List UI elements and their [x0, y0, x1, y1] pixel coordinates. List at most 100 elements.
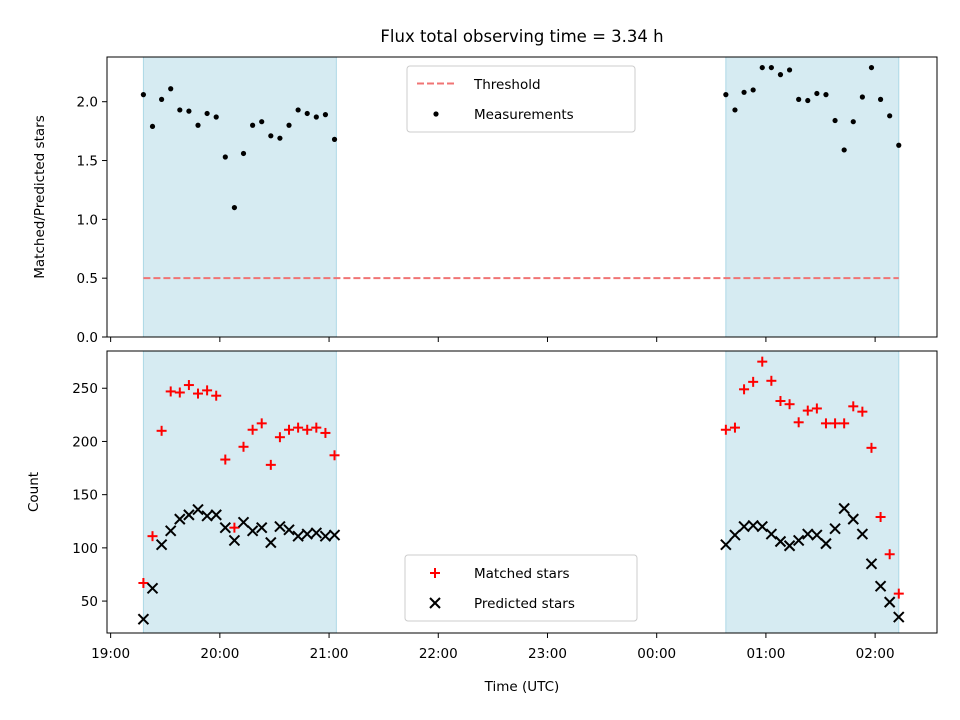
predicted-star-point [319, 530, 332, 542]
predicted-star-point [292, 530, 304, 542]
predicted-star-point [137, 613, 150, 625]
matched-star-point [775, 396, 786, 407]
measurement-point [304, 110, 310, 117]
measurement-point [177, 107, 183, 113]
measurement-point [850, 119, 856, 125]
predicted-star-point [883, 596, 896, 608]
predicted-star-point [164, 525, 177, 537]
bottom-shaded-intervals [142, 350, 900, 634]
matched-star-point [811, 403, 822, 414]
predicted-star-point [756, 520, 768, 533]
top-x-axis [110, 337, 876, 342]
measurement-point [841, 147, 847, 153]
y-tick-label: 150 [72, 488, 98, 504]
measurement-point [259, 119, 265, 125]
measurement-point [786, 67, 793, 73]
matched-star-point [757, 356, 768, 367]
measurement-point [149, 123, 156, 130]
matched-star-point [893, 588, 904, 599]
y-tick-label: 250 [72, 381, 98, 397]
top-panel: 0.00.51.01.52.0 Matched/Predicted stars … [32, 56, 938, 346]
measurements-legend-label: Measurements [474, 107, 574, 123]
measurement-point [896, 142, 902, 148]
matched-star-point [293, 422, 304, 433]
matched-star-point [247, 424, 258, 435]
observing-interval-band [725, 56, 900, 338]
measurement-point [805, 97, 811, 104]
predicted-star-point [838, 502, 850, 515]
matched-star-point [284, 424, 295, 435]
predicted-legend-label: Predicted stars [474, 596, 575, 612]
predicted-star-point [802, 528, 814, 540]
matched-star-point [729, 422, 740, 433]
matched-star-point [329, 450, 340, 461]
matched-star-point [211, 390, 222, 401]
predicted-star-point [265, 536, 277, 549]
predicted-star-point [783, 540, 796, 552]
matched-star-point [138, 577, 149, 588]
predicted-star-point [774, 535, 787, 548]
predicted-star-point [219, 521, 232, 534]
top-legend-box [406, 65, 636, 133]
matched-star-point [238, 441, 249, 452]
predicted-star-point [747, 519, 759, 532]
measurement-point [195, 122, 201, 128]
top-shaded-intervals [142, 56, 900, 338]
observing-interval-band [142, 350, 337, 634]
threshold-legend-label: Threshold [473, 77, 541, 93]
predicted-star-point [328, 529, 341, 541]
chart-title: Flux total observing time = 3.34 h [380, 27, 663, 46]
measurement-point [186, 108, 192, 114]
measurement-point [768, 64, 774, 71]
measurements-series [140, 64, 902, 211]
y-tick-label: 1.5 [77, 154, 98, 170]
predicted-star-point [283, 524, 295, 536]
predicted-star-point [146, 582, 159, 595]
matched-star-point [848, 401, 859, 412]
measurement-point [159, 96, 165, 102]
matched-star-point [820, 418, 831, 429]
x-tick-label: 19:00 [91, 646, 130, 662]
predicted-star-point [893, 611, 905, 623]
measurement-point [250, 122, 256, 128]
predicted-star-point [829, 523, 841, 535]
matched-stars-series [138, 356, 904, 599]
measurement-point [277, 135, 283, 141]
measurement-point [168, 86, 174, 92]
predicted-star-point [720, 538, 732, 551]
measurement-point [268, 133, 274, 139]
predicted-star-point [310, 527, 323, 539]
predicted-star-point [765, 528, 778, 540]
measurement-point [732, 107, 738, 113]
measurement-point [322, 112, 329, 118]
matched-star-point [193, 388, 204, 399]
predicted-star-point [874, 580, 887, 592]
predicted-star-point [792, 534, 805, 547]
y-tick-label: 100 [72, 541, 98, 557]
observing-interval-band [725, 350, 900, 634]
measurement-point [286, 122, 292, 128]
measurement-point [204, 110, 210, 117]
matched-star-point [766, 375, 777, 386]
predicted-star-point [192, 503, 204, 516]
predicted-star-point [228, 534, 241, 547]
matched-legend-marker [430, 568, 440, 578]
y-tick-label: 0.0 [77, 330, 98, 346]
y-tick-label: 1.0 [77, 212, 98, 228]
matched-star-point [884, 549, 895, 560]
measurement-point [796, 96, 802, 102]
matched-star-point [793, 417, 804, 428]
predicted-star-point [301, 528, 313, 540]
x-tick-label: 20:00 [200, 646, 239, 662]
x-tick-label: 22:00 [419, 646, 458, 662]
matched-star-point [202, 385, 213, 396]
predicted-star-point [237, 516, 250, 529]
observing-interval-band [142, 56, 337, 338]
x-tick-label: 02:00 [856, 646, 895, 662]
predicted-star-point [865, 558, 878, 570]
bottom-panel: 50 100 150 200 250 19:00 20:00 21:00 22:00 23:00… [26, 350, 938, 695]
matched-star-point [739, 384, 750, 395]
matched-star-point [839, 418, 850, 429]
measurement-point [814, 90, 820, 97]
x-tick-label: 23:00 [528, 646, 567, 662]
